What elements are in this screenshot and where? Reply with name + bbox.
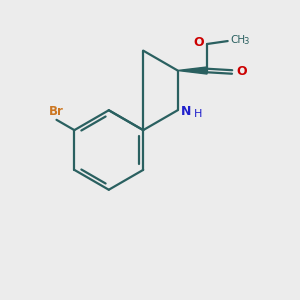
Text: N: N — [181, 105, 191, 118]
Text: H: H — [194, 109, 202, 119]
Text: O: O — [194, 36, 204, 49]
Polygon shape — [178, 67, 207, 74]
Text: CH: CH — [230, 34, 245, 45]
Text: 3: 3 — [243, 37, 248, 46]
Text: Br: Br — [49, 105, 64, 118]
Text: O: O — [236, 65, 247, 79]
